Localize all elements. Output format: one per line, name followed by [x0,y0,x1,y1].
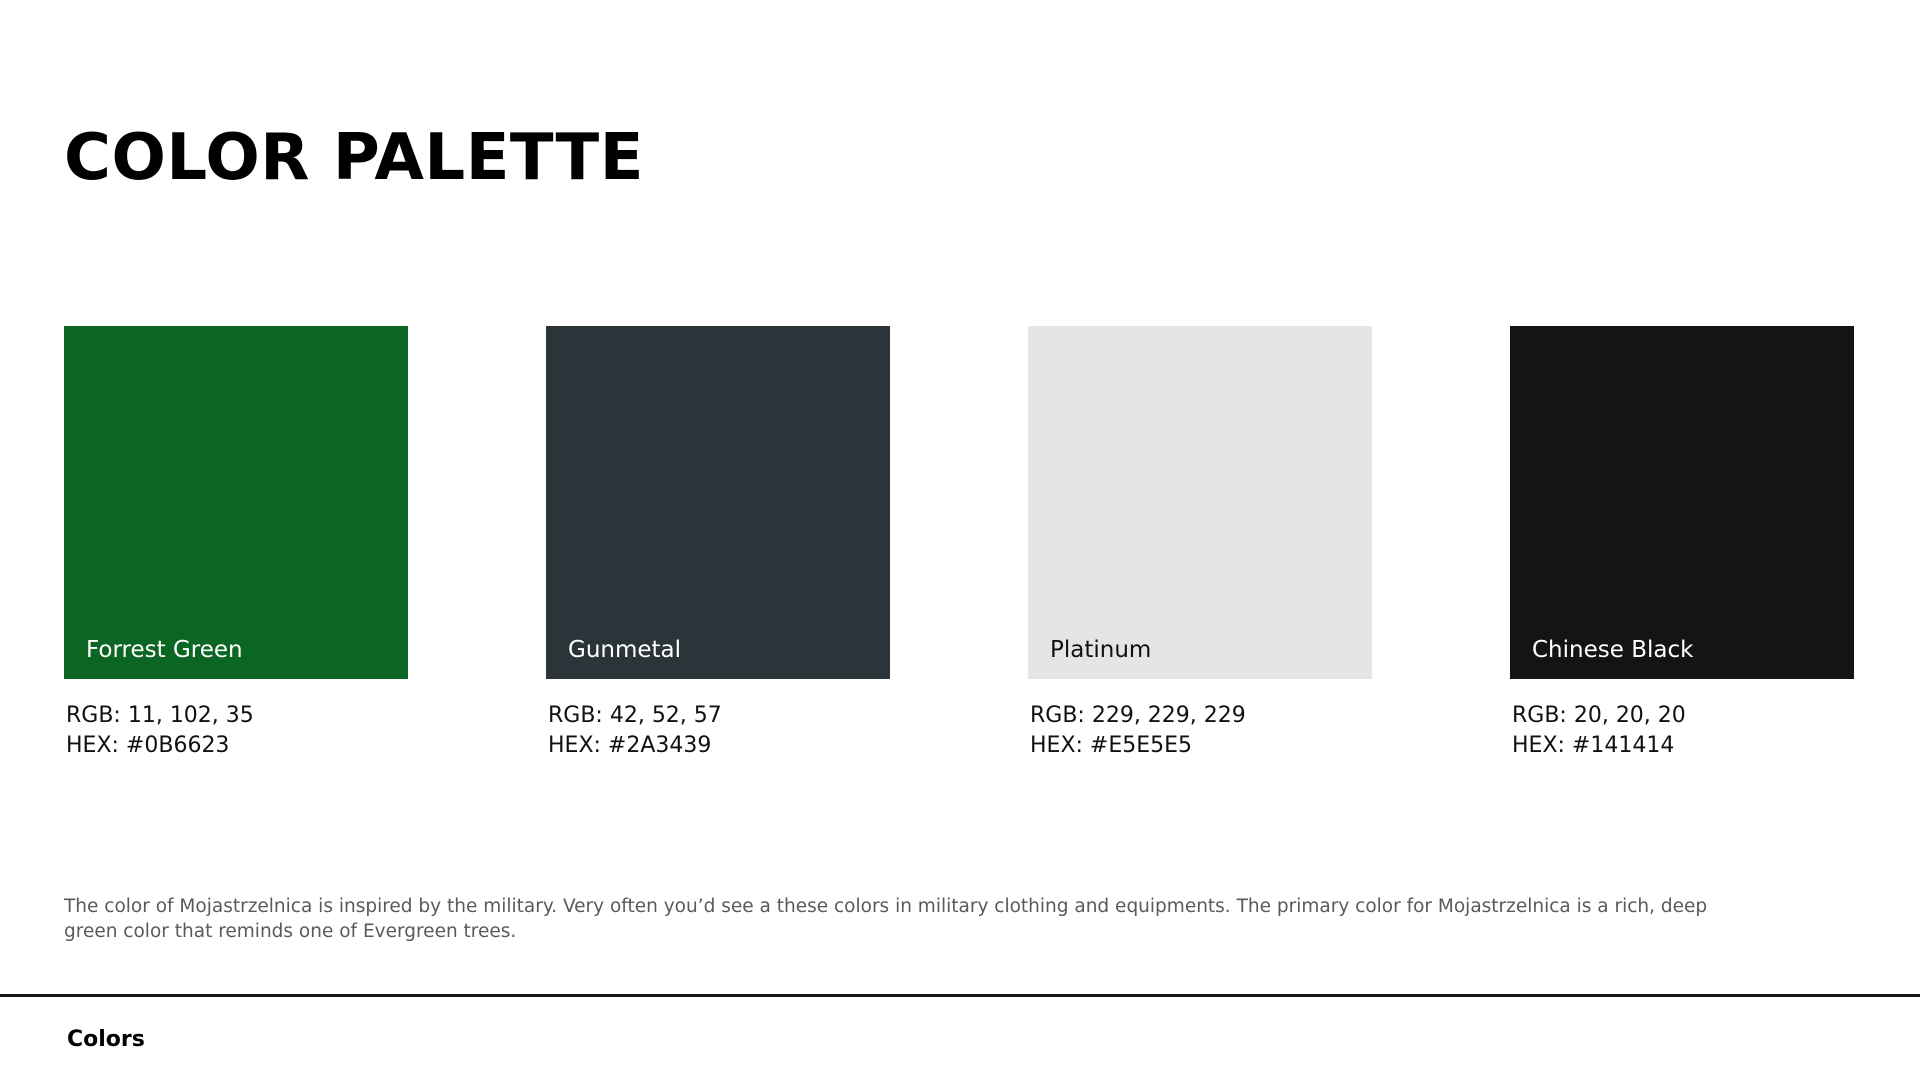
color-specs-gunmetal: RGB: 42, 52, 57 HEX: #2A3439 [546,701,890,761]
color-card-platinum: Platinum RGB: 229, 229, 229 HEX: #E5E5E5 [1028,326,1372,761]
color-specs-forrest-green: RGB: 11, 102, 35 HEX: #0B6623 [64,701,408,761]
hex-value-gunmetal: HEX: #2A3439 [548,733,712,758]
hex-value-chinese-black: HEX: #141414 [1512,733,1675,758]
color-swatch-chinese-black: Chinese Black [1510,326,1854,679]
color-name-gunmetal: Gunmetal [568,637,682,663]
footer-divider [0,994,1920,997]
rgb-value-forrest-green: RGB: 11, 102, 35 [66,703,254,728]
color-card-gunmetal: Gunmetal RGB: 42, 52, 57 HEX: #2A3439 [546,326,890,761]
color-swatch-gunmetal: Gunmetal [546,326,890,679]
color-specs-chinese-black: RGB: 20, 20, 20 HEX: #141414 [1510,701,1854,761]
color-swatch-forrest-green: Forrest Green [64,326,408,679]
footer-section-label: Colors [67,1027,145,1052]
rgb-value-chinese-black: RGB: 20, 20, 20 [1512,703,1686,728]
color-card-forrest-green: Forrest Green RGB: 11, 102, 35 HEX: #0B6… [64,326,408,761]
color-specs-platinum: RGB: 229, 229, 229 HEX: #E5E5E5 [1028,701,1372,761]
rgb-value-gunmetal: RGB: 42, 52, 57 [548,703,722,728]
color-card-chinese-black: Chinese Black RGB: 20, 20, 20 HEX: #1414… [1510,326,1854,761]
hex-value-forrest-green: HEX: #0B6623 [66,733,230,758]
rgb-value-platinum: RGB: 229, 229, 229 [1030,703,1246,728]
color-name-forrest-green: Forrest Green [86,637,243,663]
page-title: COLOR PALETTE [64,121,644,195]
color-swatch-platinum: Platinum [1028,326,1372,679]
palette-description: The color of Mojastrzelnica is inspired … [64,896,1708,942]
color-name-platinum: Platinum [1050,637,1152,663]
hex-value-platinum: HEX: #E5E5E5 [1030,733,1193,758]
color-name-chinese-black: Chinese Black [1532,637,1694,663]
